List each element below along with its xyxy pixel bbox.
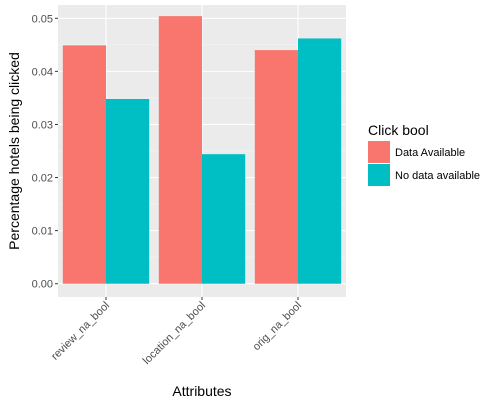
- x-axis-title: Attributes: [172, 383, 231, 399]
- x-tick-label: review_na_bool: [49, 300, 112, 363]
- bar-orig_na_bool-data-available: [254, 50, 298, 284]
- y-tick-label: 0.02: [32, 173, 53, 185]
- y-tick-label: 0.01: [32, 226, 53, 238]
- legend-key-data-available: [368, 141, 390, 163]
- bars: [62, 16, 342, 284]
- y-tick-label: 0.03: [32, 119, 53, 131]
- y-axis-title: Percentage hotels being clicked: [6, 52, 22, 250]
- y-tick-label: 0.05: [32, 13, 53, 25]
- y-tick-label: 0.00: [32, 279, 53, 291]
- bar-orig_na_bool-no-data-available: [298, 38, 342, 284]
- bar-location_na_bool-no-data-available: [202, 154, 246, 284]
- legend-label-no-data-available: No data available: [395, 170, 480, 182]
- legend-title: Click bool: [368, 122, 429, 138]
- y-tick-label: 0.04: [32, 66, 53, 78]
- bar-location_na_bool-data-available: [158, 16, 202, 284]
- legend: Click bool Data Available No data availa…: [368, 122, 480, 186]
- legend-label-data-available: Data Available: [395, 147, 465, 159]
- x-tick-label: location_na_bool: [141, 300, 208, 367]
- legend-key-no-data-available: [368, 164, 390, 186]
- bar-review_na_bool-data-available: [62, 45, 106, 284]
- y-axis: 0.00 0.01 0.02 0.03 0.04 0.05: [32, 13, 58, 291]
- bar-review_na_bool-no-data-available: [106, 98, 150, 284]
- x-axis: review_na_bool location_na_bool orig_na_bo…: [49, 297, 304, 367]
- x-tick-label: orig_na_bool: [251, 300, 304, 353]
